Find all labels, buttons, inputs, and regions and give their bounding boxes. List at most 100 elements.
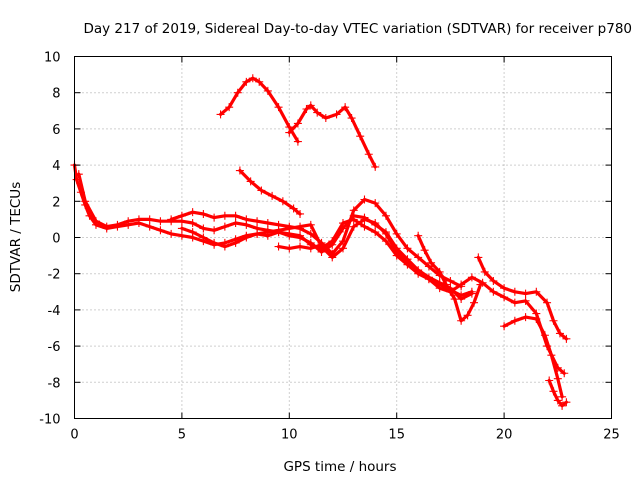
data-point bbox=[347, 114, 356, 123]
data-point bbox=[253, 217, 262, 226]
data-point bbox=[328, 240, 337, 249]
data-point bbox=[553, 374, 562, 383]
data-point bbox=[371, 219, 380, 228]
data-point bbox=[81, 197, 90, 206]
data-point bbox=[457, 291, 466, 300]
data-point bbox=[532, 287, 541, 296]
data-point bbox=[177, 231, 186, 240]
series-arc-10 bbox=[500, 313, 567, 401]
data-point bbox=[558, 392, 567, 401]
data-point bbox=[414, 253, 423, 262]
data-point bbox=[278, 197, 287, 206]
data-point bbox=[341, 103, 350, 112]
x-tick-label: 0 bbox=[70, 428, 78, 443]
data-point bbox=[562, 398, 571, 407]
data-point bbox=[540, 331, 549, 340]
data-point bbox=[381, 211, 390, 220]
data-point bbox=[231, 219, 240, 228]
data-point bbox=[289, 204, 298, 213]
data-point bbox=[467, 273, 476, 282]
data-point bbox=[500, 322, 509, 331]
data-point bbox=[442, 280, 451, 289]
data-point bbox=[381, 229, 390, 238]
y-tick-label: 4 bbox=[52, 159, 60, 174]
data-point bbox=[296, 233, 305, 242]
data-point bbox=[532, 314, 541, 323]
y-axis-label: SDTVAR / TECUs bbox=[8, 182, 24, 292]
data-point bbox=[480, 267, 489, 276]
data-point bbox=[177, 224, 186, 233]
data-point bbox=[285, 244, 294, 253]
data-point bbox=[543, 298, 552, 307]
data-point bbox=[113, 220, 122, 229]
data-point bbox=[225, 103, 234, 112]
data-point bbox=[510, 298, 519, 307]
data-point bbox=[263, 228, 272, 237]
data-point bbox=[510, 316, 519, 325]
series-line bbox=[502, 315, 564, 399]
y-tick-label: -4 bbox=[48, 304, 61, 319]
data-point bbox=[210, 213, 219, 222]
x-tick-label: 20 bbox=[496, 428, 513, 443]
data-point bbox=[296, 222, 305, 231]
y-tick-label: 8 bbox=[52, 87, 60, 102]
data-point bbox=[91, 217, 100, 226]
data-point bbox=[500, 284, 509, 293]
y-tick-label: -6 bbox=[48, 340, 61, 355]
series-arc-9 bbox=[474, 253, 571, 343]
data-point bbox=[167, 229, 176, 238]
data-point bbox=[356, 132, 365, 141]
data-point bbox=[470, 298, 479, 307]
data-point bbox=[255, 77, 264, 86]
data-point bbox=[167, 215, 176, 224]
data-point bbox=[242, 77, 251, 86]
data-point bbox=[414, 231, 423, 240]
data-point bbox=[188, 219, 197, 228]
data-point bbox=[467, 287, 476, 296]
data-point bbox=[371, 162, 380, 171]
data-point bbox=[253, 229, 262, 238]
data-point bbox=[302, 104, 311, 113]
data-point bbox=[549, 316, 558, 325]
data-point bbox=[285, 231, 294, 240]
data-point bbox=[420, 246, 429, 255]
data-point bbox=[371, 199, 380, 208]
data-point bbox=[414, 267, 423, 276]
data-point bbox=[274, 242, 283, 251]
x-tick-label: 10 bbox=[281, 428, 298, 443]
data-point bbox=[210, 238, 219, 247]
data-point bbox=[220, 242, 229, 251]
data-point bbox=[360, 215, 369, 224]
data-point bbox=[476, 280, 485, 289]
data-point bbox=[263, 219, 272, 228]
data-point bbox=[231, 211, 240, 220]
data-point bbox=[248, 74, 257, 83]
data-point bbox=[424, 275, 433, 284]
x-axis-label: GPS time / hours bbox=[283, 459, 396, 475]
series-line bbox=[238, 168, 302, 216]
data-point bbox=[210, 226, 219, 235]
x-tick-label: 25 bbox=[603, 428, 620, 443]
data-point bbox=[216, 110, 225, 119]
data-point bbox=[332, 110, 341, 119]
data-point bbox=[339, 244, 347, 253]
x-tick-label: 15 bbox=[388, 428, 405, 443]
data-point bbox=[306, 244, 315, 253]
data-point bbox=[233, 88, 242, 97]
data-point bbox=[349, 222, 358, 231]
data-point bbox=[446, 276, 455, 285]
data-point bbox=[296, 242, 305, 251]
data-point bbox=[274, 103, 283, 112]
data-point bbox=[257, 186, 266, 195]
data-point bbox=[242, 233, 251, 242]
data-point bbox=[188, 208, 197, 217]
data-point bbox=[450, 295, 459, 304]
data-point bbox=[489, 287, 498, 296]
series-arc-7 bbox=[235, 166, 305, 218]
data-point bbox=[285, 128, 294, 137]
data-point bbox=[562, 334, 571, 343]
data-point bbox=[349, 206, 358, 215]
data-point bbox=[474, 253, 483, 262]
data-point bbox=[463, 311, 472, 320]
